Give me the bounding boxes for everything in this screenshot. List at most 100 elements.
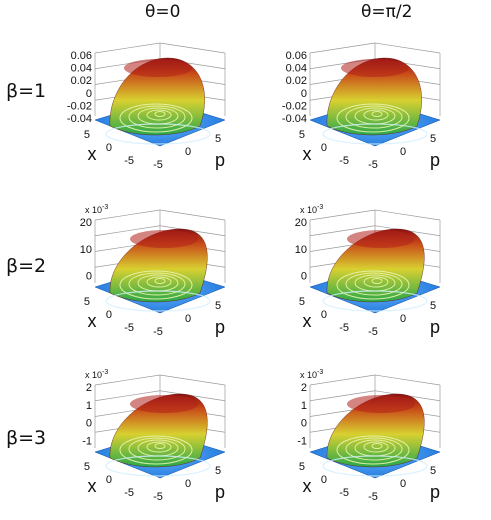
surface-plot-panel: 0.06 0.04 0.02 0 -0.02 -0.04 5 0 -5 -5 0 5 x p: [50, 38, 260, 188]
z-scale-factor: x 10-3: [85, 369, 108, 380]
p-tick-label: 5: [215, 465, 221, 477]
p-tick-label: 5: [430, 300, 436, 312]
p-tick-label: -5: [153, 326, 163, 338]
surface-plot-panel: 20 10 0 x 10-3 5 0 -5 -5 0 5 x p: [265, 204, 475, 355]
floor-ripple: [322, 290, 428, 312]
wigner-surface: [326, 228, 425, 303]
z-tick-label: -0.02: [67, 100, 92, 112]
surface-plot-svg: 20 10 0 x 10-3 5 0 -5 -5 0 5 x p: [295, 204, 441, 338]
x-tick-label: -5: [124, 487, 134, 499]
z-scale-factor: x 10-3: [300, 204, 323, 215]
x-tick-label: 5: [84, 461, 90, 473]
z-tick-label: 0: [86, 271, 92, 283]
z-tick-label: 0: [301, 88, 307, 100]
surface-rim: [130, 395, 198, 413]
p-tick-label: -5: [153, 491, 163, 503]
p-tick-label: 5: [215, 133, 221, 145]
p-tick-label: 0: [185, 146, 191, 158]
x-tick-label: 0: [106, 309, 112, 321]
z-scale-exponent: -3: [317, 369, 323, 376]
p-axis-label: p: [430, 482, 440, 502]
contour-lines: [119, 435, 193, 465]
z-tick-label: 0.04: [71, 63, 92, 75]
z-tick-label: 0.02: [71, 75, 92, 87]
x-tick-label: -5: [124, 322, 134, 334]
p-axis-label: p: [215, 317, 225, 337]
z-tick-label: 1: [86, 400, 92, 412]
p-tick-label: 0: [400, 478, 406, 490]
surface-plot-panel: 0.06 0.04 0.02 0 -0.02 -0.04 5 0 -5 -5 0 5 x p: [265, 38, 475, 188]
wigner-surface: [109, 228, 208, 303]
p-axis-label: p: [215, 482, 225, 502]
contour-lines: [119, 270, 193, 300]
wigner-surface: [326, 393, 425, 468]
surface-rim: [124, 59, 192, 77]
z-tick-label: 0.06: [71, 50, 92, 62]
x-tick-label: -5: [124, 155, 134, 167]
x-tick-label: 5: [299, 129, 305, 141]
wigner-surface: [109, 57, 205, 136]
z-tick-label: 0.06: [286, 50, 307, 62]
p-axis-label: p: [430, 317, 440, 337]
x-tick-label: 5: [84, 129, 90, 141]
z-tick-label: 2: [86, 382, 92, 394]
surface-rim: [130, 230, 198, 248]
x-tick-label: 0: [321, 142, 327, 154]
floor-ripple: [105, 123, 211, 145]
p-tick-label: 5: [215, 300, 221, 312]
z-tick-label: 0.04: [286, 63, 307, 75]
wigner-surface: [326, 57, 422, 136]
x-tick-label: -5: [339, 155, 349, 167]
x-tick-label: 0: [321, 309, 327, 321]
x-tick-label: 0: [106, 142, 112, 154]
x-axis-label: x: [303, 311, 312, 331]
z-tick-label: 0.02: [286, 75, 307, 87]
p-axis-label: p: [215, 150, 225, 170]
p-tick-label: 0: [185, 313, 191, 325]
z-tick-label: -0.04: [67, 113, 92, 125]
surface-plot-panel: 2 1 0 -1 x 10-3 5 0 -5 -5 0 5 x p: [50, 369, 260, 520]
floor-ripple: [105, 290, 211, 312]
z-tick-label: 0: [86, 418, 92, 430]
floor-ripple: [105, 455, 211, 477]
z-scale-factor: x 10-3: [85, 204, 108, 215]
z-tick-label: 0: [301, 418, 307, 430]
p-tick-label: 0: [185, 478, 191, 490]
z-scale-exponent: -3: [102, 369, 108, 376]
surface-plot-svg: 2 1 0 -1 x 10-3 5 0 -5 -5 0 5 x p: [297, 369, 441, 503]
p-tick-label: 0: [400, 146, 406, 158]
z-tick-label: -1: [82, 436, 92, 448]
z-tick-label: 2: [301, 382, 307, 394]
column-title-theta-0: θ=0: [145, 2, 181, 22]
x-tick-label: 0: [106, 474, 112, 486]
p-tick-label: 5: [430, 465, 436, 477]
z-tick-label: 10: [295, 244, 307, 256]
row-label-beta-1: β=1: [6, 80, 47, 102]
floor-ripple: [322, 123, 428, 145]
p-tick-label: -5: [153, 159, 163, 171]
p-axis-label: p: [430, 150, 440, 170]
floor-ripple: [322, 455, 428, 477]
x-tick-label: 5: [299, 296, 305, 308]
x-tick-label: -5: [339, 487, 349, 499]
column-title-theta-pi-2: θ=π/2: [361, 2, 413, 22]
wigner-surface: [109, 393, 208, 468]
x-tick-label: -5: [339, 322, 349, 334]
p-tick-label: -5: [368, 159, 378, 171]
p-tick-label: -5: [368, 491, 378, 503]
surface-rim: [341, 59, 409, 77]
z-tick-label: 20: [295, 217, 307, 229]
x-axis-label: x: [303, 144, 312, 164]
z-tick-label: 20: [80, 217, 92, 229]
z-tick-label: 10: [80, 244, 92, 256]
row-label-beta-2: β=2: [6, 255, 47, 277]
surface-plot-panel: 2 1 0 -1 x 10-3 5 0 -5 -5 0 5 x p: [265, 369, 475, 520]
z-tick-label: -0.04: [282, 113, 307, 125]
p-tick-label: -5: [368, 326, 378, 338]
z-tick-label: 0: [301, 271, 307, 283]
x-axis-label: x: [303, 476, 312, 496]
z-scale-exponent: -3: [317, 204, 323, 211]
x-tick-label: 5: [299, 461, 305, 473]
